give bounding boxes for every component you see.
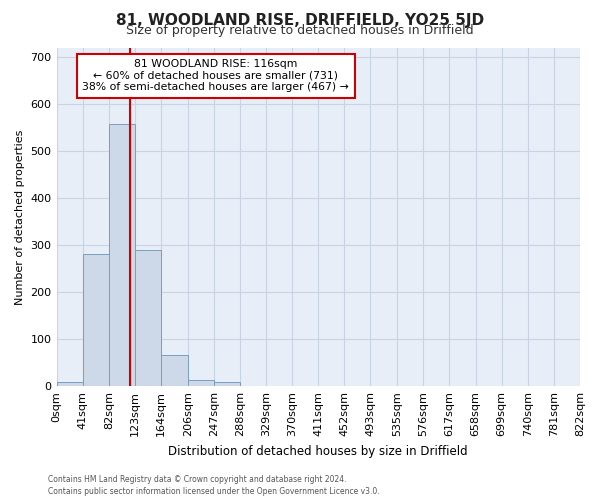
- Bar: [83, 254, 109, 386]
- Text: Size of property relative to detached houses in Driffield: Size of property relative to detached ho…: [126, 24, 474, 37]
- Text: 81, WOODLAND RISE, DRIFFIELD, YO25 5JD: 81, WOODLAND RISE, DRIFFIELD, YO25 5JD: [116, 12, 484, 28]
- Bar: [214, 382, 240, 386]
- Bar: [161, 354, 188, 386]
- Text: 81 WOODLAND RISE: 116sqm
← 60% of detached houses are smaller (731)
38% of semi-: 81 WOODLAND RISE: 116sqm ← 60% of detach…: [82, 60, 349, 92]
- Text: Contains HM Land Registry data © Crown copyright and database right 2024.
Contai: Contains HM Land Registry data © Crown c…: [48, 475, 380, 496]
- Bar: [188, 380, 214, 386]
- Bar: [135, 250, 161, 386]
- Y-axis label: Number of detached properties: Number of detached properties: [15, 129, 25, 304]
- X-axis label: Distribution of detached houses by size in Driffield: Distribution of detached houses by size …: [169, 444, 468, 458]
- Bar: [56, 382, 83, 386]
- Bar: [109, 124, 135, 386]
